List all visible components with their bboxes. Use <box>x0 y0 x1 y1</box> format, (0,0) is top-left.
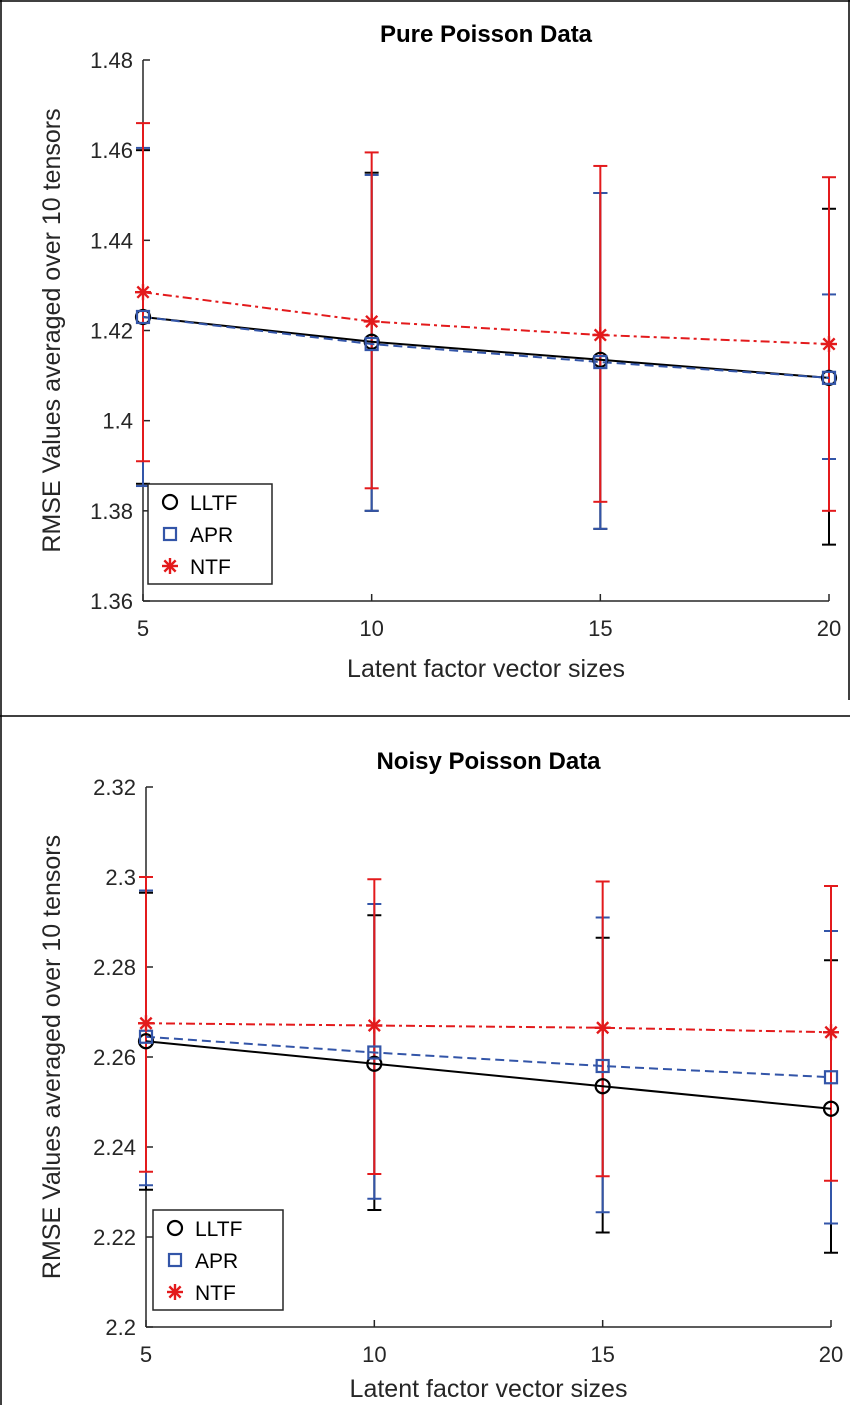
data-point-ntf-stroke <box>136 285 150 299</box>
x-tick-label: 15 <box>590 1342 614 1367</box>
data-point-ntf <box>592 327 609 344</box>
series-line-apr <box>145 1035 832 1079</box>
legend-label: LLTF <box>195 1218 242 1241</box>
y-tick-label: 1.38 <box>90 499 133 524</box>
legend-marker-ntf <box>162 558 178 574</box>
data-point-apr <box>595 1058 610 1074</box>
chart-panel-noisy-poisson: 2.2 2.22 2.24 2.26 2.28 2.3 2.32 5 10 15 20 Noisy P… <box>38 748 843 1403</box>
data-point-ntf <box>366 1017 383 1034</box>
data-point-apr <box>821 370 837 385</box>
y-tick-label: 2.26 <box>93 1045 136 1070</box>
y-tick-label: 2.22 <box>93 1225 136 1250</box>
data-point-apr <box>367 1045 382 1060</box>
data-point-apr <box>364 336 379 352</box>
error-bars-ntf <box>139 876 838 1182</box>
data-point-ntf <box>363 313 380 330</box>
data-point-apr <box>823 1070 839 1085</box>
error-bars-apr <box>139 889 838 1225</box>
legend-label: NTF <box>190 556 231 579</box>
data-point-ntf <box>821 336 837 353</box>
data-point-ntf-stroke <box>367 1018 381 1033</box>
y-tick-label: 1.48 <box>90 48 133 73</box>
data-point-ntf-stroke <box>596 1021 610 1035</box>
x-axis-label: Latent factor vector sizes <box>350 1375 628 1403</box>
x-tick-label: 5 <box>137 616 149 641</box>
data-point-ntf <box>823 1024 839 1041</box>
legend-marker-lltf <box>161 493 179 511</box>
error-bars-ntf <box>136 122 836 512</box>
legend-label: NTF <box>195 1282 236 1305</box>
legend-marker-apr <box>162 526 178 542</box>
data-point-ntf-stroke <box>139 1016 153 1030</box>
x-tick-label: 10 <box>362 1342 386 1367</box>
y-tick-label: 1.4 <box>102 409 133 434</box>
chart-title: Noisy Poisson Data <box>376 748 601 775</box>
y-tick-label: 2.32 <box>93 775 136 800</box>
y-tick-label: 2.2 <box>105 1315 136 1340</box>
data-point-ntf <box>138 1015 154 1032</box>
legend-label: LLTF <box>190 492 237 515</box>
legend: LLTF APR NTF <box>147 483 273 585</box>
legend-label: APR <box>190 524 233 547</box>
y-tick-label: 1.42 <box>90 319 133 344</box>
error-bars-apr <box>136 146 836 530</box>
y-tick-label: 2.24 <box>93 1135 136 1160</box>
y-axis-label: RMSE Values averaged over 10 tensors <box>38 108 66 552</box>
x-axis-label: Latent factor vector sizes <box>347 655 625 683</box>
x-tick-label: 20 <box>819 1342 843 1367</box>
legend-marker-ntf-stroke <box>168 1285 182 1299</box>
chart-panel-pure-poisson: 1.36 1.38 1.4 1.42 1.44 1.46 1.48 5 10 15 20 Pure P… <box>38 21 841 683</box>
x-tick-label: 20 <box>817 616 841 641</box>
data-point-ntf-stroke <box>822 337 836 351</box>
y-tick-label: 2.3 <box>105 865 136 890</box>
series-line-lltf <box>145 1040 832 1110</box>
legend-marker-lltf <box>166 1219 184 1237</box>
legend-label: APR <box>195 1250 238 1273</box>
x-tick-label: 5 <box>140 1342 152 1367</box>
legend-marker-ntf <box>167 1284 183 1300</box>
data-point-apr <box>593 354 608 370</box>
data-point-apr <box>135 309 151 325</box>
y-tick-label: 1.36 <box>90 589 133 614</box>
data-point-lltf <box>822 1100 840 1117</box>
legend-marker-apr <box>167 1252 183 1268</box>
series-line-lltf <box>142 315 830 379</box>
legend-marker-ntf-stroke <box>163 559 177 573</box>
y-tick-label: 1.44 <box>90 228 133 253</box>
data-point-ntf <box>135 284 151 301</box>
data-point-ntf-stroke <box>593 328 607 342</box>
legend: LLTF APR NTF <box>152 1209 284 1311</box>
series-line-ntf <box>145 1022 832 1034</box>
data-point-lltf <box>594 1078 611 1095</box>
data-point-ntf <box>594 1019 611 1036</box>
series-line-ntf <box>142 291 830 346</box>
x-tick-label: 10 <box>359 616 383 641</box>
y-tick-label: 1.46 <box>90 138 133 163</box>
data-point-lltf <box>366 1055 383 1072</box>
data-point-ntf-stroke <box>365 314 379 328</box>
data-point-ntf-stroke <box>824 1025 838 1039</box>
series-line-apr <box>142 315 830 379</box>
x-tick-label: 15 <box>588 616 612 641</box>
y-tick-label: 2.28 <box>93 955 136 980</box>
chart-title: Pure Poisson Data <box>380 21 593 48</box>
y-axis-label: RMSE Values averaged over 10 tensors <box>38 835 66 1279</box>
